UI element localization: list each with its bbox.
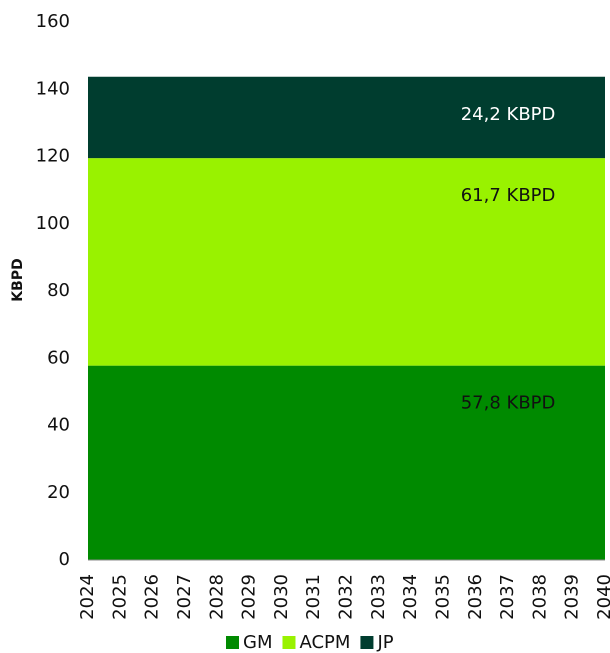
legend-label: GM (243, 632, 272, 653)
x-tick-label: 2035 (432, 574, 453, 620)
y-tick-label: 40 (47, 415, 70, 436)
y-axis-label: KBPD (10, 258, 26, 301)
x-tick-label: 2040 (594, 574, 610, 620)
x-tick-label: 2030 (271, 574, 292, 620)
y-tick-label: 140 (36, 78, 70, 99)
x-tick-label: 2024 (77, 574, 98, 620)
x-tick-label: 2032 (336, 574, 357, 620)
x-tick-label: 2037 (497, 574, 518, 620)
area (88, 76, 605, 159)
x-tick-label: 2039 (562, 574, 583, 620)
legend-swatch (360, 636, 374, 649)
data-label: 57,8 KBPD (461, 393, 556, 414)
x-tick-label: 2025 (109, 574, 130, 620)
data-label: 61,7 KBPD (461, 185, 556, 206)
legend-swatch (282, 636, 296, 649)
x-tick-label: 2027 (174, 574, 195, 620)
x-tick-label: 2026 (142, 574, 163, 620)
y-tick-label: 100 (36, 213, 70, 234)
x-tick-label: 2038 (529, 574, 550, 620)
y-tick-label: 0 (59, 549, 70, 570)
y-tick-label: 20 (47, 482, 70, 503)
legend-swatch (226, 636, 239, 649)
x-tick-label: 2034 (400, 574, 421, 620)
legend-label: ACPM (299, 632, 350, 653)
y-tick-label: 60 (47, 347, 70, 368)
x-tick-label: 2036 (465, 574, 486, 620)
y-tick-label: 160 (36, 11, 70, 32)
y-tick-label: 120 (36, 146, 70, 167)
x-tick-label: 2033 (368, 574, 389, 620)
area (88, 365, 605, 560)
data-label: 24,2 KBPD (461, 104, 556, 125)
area (88, 158, 605, 366)
legend-label: JP (376, 632, 393, 653)
y-tick-label: 80 (47, 280, 70, 301)
x-tick-label: 2028 (206, 574, 227, 620)
x-tick-label: 2031 (303, 574, 324, 620)
x-tick-label: 2029 (239, 574, 260, 620)
